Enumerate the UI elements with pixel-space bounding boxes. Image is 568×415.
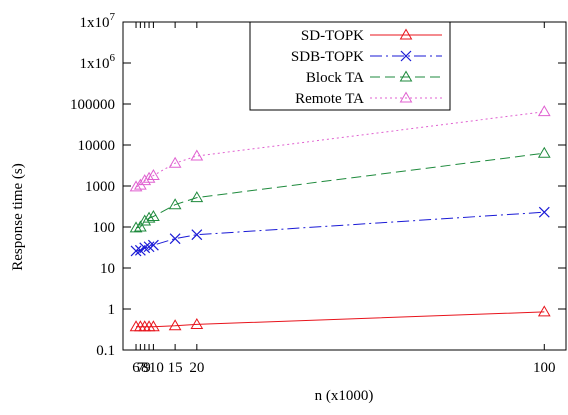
- y-tick-label-base: 1x10: [80, 15, 110, 31]
- marker-stroke: [400, 50, 412, 62]
- legend-marker: [399, 28, 413, 40]
- data-point: [537, 146, 551, 158]
- data-point: [147, 320, 160, 332]
- series-sdb-topk: [130, 206, 550, 257]
- data-point: [190, 191, 204, 203]
- y-tick-label: 1000: [85, 179, 115, 195]
- series-sd-topk: [129, 305, 551, 332]
- series-line: [135, 111, 545, 188]
- x-tick-label: 7: [137, 360, 145, 376]
- y-tick-label: 100: [93, 220, 116, 236]
- x-tick-label: 8: [141, 360, 149, 376]
- y-tick-label-exponent: 6: [110, 52, 116, 64]
- y-tick-label: 1: [108, 302, 116, 318]
- x-tick-label: 15: [168, 360, 183, 376]
- legend-marker: [399, 70, 413, 82]
- data-point: [147, 169, 160, 181]
- data-point: [538, 206, 550, 218]
- marker-stroke: [191, 229, 203, 241]
- marker-stroke: [169, 233, 181, 245]
- data-point: [537, 105, 551, 117]
- data-point: [147, 210, 160, 222]
- data-point: [190, 317, 204, 329]
- data-point: [139, 242, 151, 254]
- legend-label: SD-TOPK: [301, 28, 364, 44]
- legend-marker: [400, 50, 412, 62]
- data-point: [168, 156, 182, 168]
- marker-stroke: [130, 245, 142, 257]
- series-block-ta: [129, 146, 551, 233]
- y-tick-label: 0.1: [96, 343, 115, 359]
- data-point: [129, 221, 143, 233]
- legend-label: Block TA: [306, 70, 364, 86]
- data-point: [147, 239, 159, 251]
- data-point: [129, 180, 143, 192]
- data-point: [537, 305, 551, 317]
- data-point: [168, 198, 182, 210]
- legend-label: Remote TA: [295, 91, 364, 107]
- y-tick-label: 1x106: [80, 52, 116, 72]
- marker-stroke: [147, 239, 159, 251]
- data-point: [142, 171, 156, 183]
- x-tick-label: 6: [132, 360, 140, 376]
- data-point: [169, 233, 181, 245]
- legend-box: [249, 21, 451, 111]
- y-tick-label: 100000: [70, 97, 115, 113]
- series-line: [135, 211, 545, 252]
- y-tick-label-exponent: 7: [110, 11, 116, 23]
- y-tick-label: 10000: [78, 138, 116, 154]
- data-point: [130, 245, 142, 257]
- legend: SD-TOPK SDB-TOPK Block TA Remote TA: [249, 21, 451, 111]
- data-point: [191, 229, 203, 241]
- x-tick-label: 20: [189, 360, 204, 376]
- series-remote-ta: [129, 105, 551, 192]
- data-point: [134, 220, 147, 232]
- x-axis-label: n (x1000): [315, 388, 374, 404]
- data-point: [190, 149, 204, 161]
- series-layer: [129, 105, 551, 332]
- y-tick-label: 10: [100, 261, 115, 277]
- y-axis-label: Response time (s): [10, 163, 26, 270]
- series-line: [135, 152, 545, 229]
- legend-label: SDB-TOPK: [291, 49, 364, 65]
- marker-stroke: [538, 206, 550, 218]
- x-tick-label: 9: [143, 360, 151, 376]
- data-point: [168, 319, 182, 331]
- data-point: [138, 214, 152, 226]
- y-tick-label-base: 1x10: [80, 56, 110, 72]
- x-tick-label: 10: [149, 360, 164, 376]
- x-tick-label: 100: [533, 360, 556, 376]
- y-tick-label: 1x107: [80, 11, 116, 31]
- data-point: [142, 211, 156, 223]
- legend-marker: [399, 91, 413, 103]
- marker-stroke: [139, 242, 151, 254]
